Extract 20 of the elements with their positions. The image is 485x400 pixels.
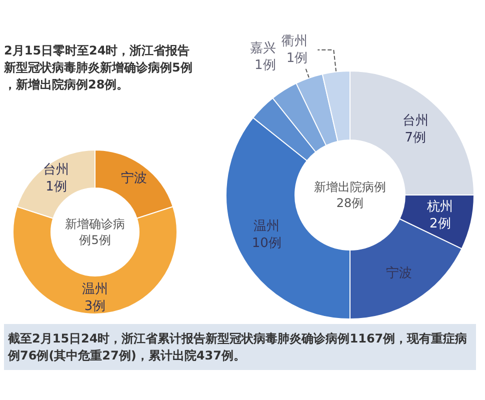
slice-label: 宁波 bbox=[386, 264, 412, 281]
data-label: 1例 bbox=[286, 50, 308, 66]
slice-label: 台州 bbox=[402, 114, 428, 129]
data-label: 1例 bbox=[46, 180, 67, 195]
slice-label: 衢州 bbox=[282, 34, 308, 49]
slice-label: 嘉兴 bbox=[250, 41, 276, 56]
data-label: 10例 bbox=[252, 236, 282, 252]
data-label: 3例 bbox=[84, 299, 106, 314]
data-label: 2例 bbox=[430, 216, 451, 232]
slice-label: 温州 bbox=[254, 219, 280, 234]
text: 截至2月15日24时，浙江省累计报告新型冠状病毒肺炎确诊病例1167例，现有重症病例76例(其中危重27例)，累计出院437例。 bbox=[7, 332, 468, 362]
slice-label: 温州 bbox=[82, 282, 108, 297]
text: 2月15日零时至24时，浙江省报告新型冠状病毒肺炎新增确诊病例5例，新增出院病例28例。 bbox=[3, 44, 192, 92]
slice-label: 台州 bbox=[43, 162, 70, 178]
text: 新增确诊病例5例 bbox=[65, 217, 125, 247]
slice-label: 宁波 bbox=[120, 170, 147, 186]
data-label: 1例 bbox=[254, 58, 276, 74]
text: 新增出院病例28例 bbox=[314, 180, 386, 210]
slice-label: 杭州 bbox=[426, 200, 454, 215]
data-label: 7例 bbox=[404, 130, 426, 146]
